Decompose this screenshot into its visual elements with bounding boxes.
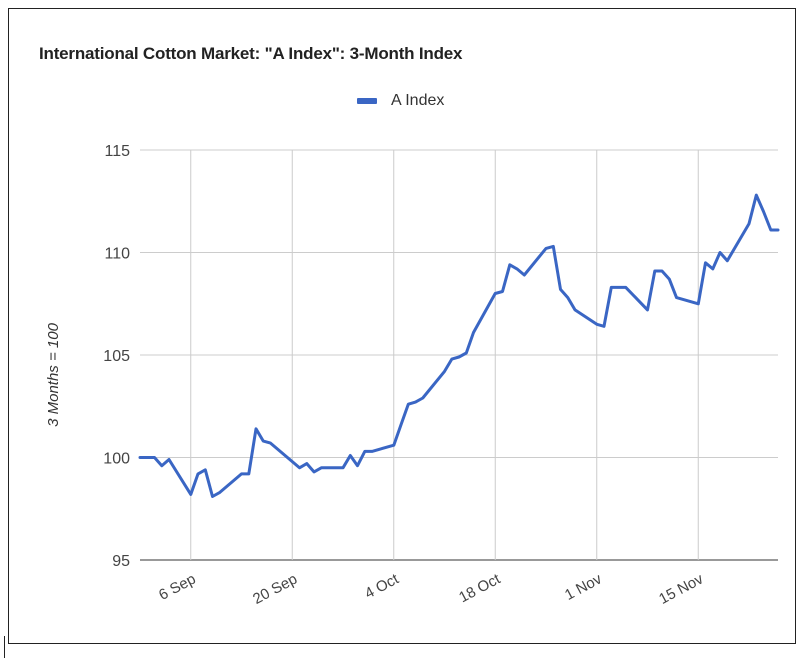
x-tick-label: 1 Nov	[562, 570, 605, 604]
x-tick-label: 15 Nov	[656, 570, 706, 608]
legend-label: A Index	[391, 92, 445, 109]
y-tick-label: 110	[104, 246, 130, 263]
y-axis-title: 3 Months = 100	[45, 322, 62, 426]
y-tick-label: 105	[103, 348, 130, 365]
x-tick-label: 18 Oct	[456, 570, 504, 606]
chart-title: International Cotton Market: "A Index": …	[39, 44, 463, 63]
legend[interactable]: A Index	[357, 92, 444, 110]
x-tick-label: 4 Oct	[362, 570, 402, 602]
series-line-a-index	[138, 193, 780, 498]
x-tick-label: 20 Sep	[250, 571, 300, 608]
y-tick-label: 95	[112, 553, 130, 570]
legend-swatch	[357, 98, 377, 104]
y-tick-label: 115	[104, 143, 130, 160]
x-tick-label: 6 Sep	[156, 571, 199, 604]
chart-frame	[8, 8, 796, 644]
y-tick-label: 100	[103, 451, 130, 468]
frame-edge-mark	[4, 636, 5, 658]
